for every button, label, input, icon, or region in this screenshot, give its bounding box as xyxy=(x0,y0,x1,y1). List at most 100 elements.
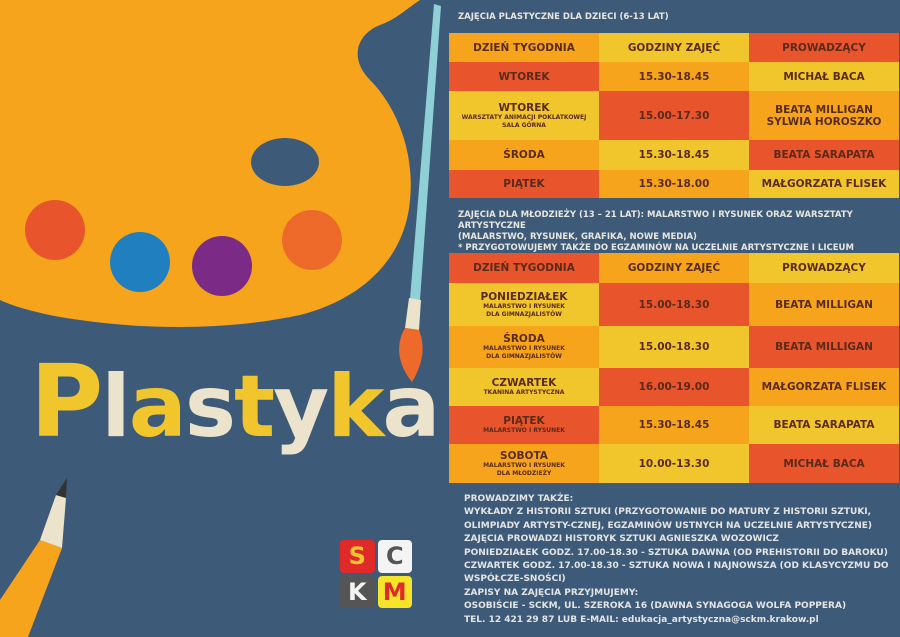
teacher-cell: BEATA MILLIGAN xyxy=(749,283,899,326)
day-note: MALARSTWO I RYSUNEK xyxy=(483,345,565,352)
day-cell: PIĄTEK xyxy=(449,170,599,198)
day-label: PIĄTEK xyxy=(503,415,545,427)
info-line: ZAPISY NA ZAJĘCIA PRZYJMUJEMY: xyxy=(464,587,639,598)
paint-blue xyxy=(110,232,170,292)
logo-letter: C xyxy=(377,540,412,573)
table-header: DZIEŃ TYGODNIA GODZINY ZAJĘĆ PROWADZĄCY xyxy=(449,33,899,62)
day-note: MALARSTWO I RYSUNEK xyxy=(483,461,565,469)
day-cell: SOBOTA MALARSTWO I RYSUNEK DLA MŁODZIEŻY xyxy=(449,444,599,483)
hours-cell: 15.30-18.00 xyxy=(599,170,749,198)
table-row: ŚRODA 15.30-18.45 BEATA SARAPATA xyxy=(449,140,899,170)
table-row: PIĄTEK 15.30-18.00 MAŁGORZATA FLISEK xyxy=(449,170,899,198)
hours-cell: 15.30-18.45 xyxy=(599,140,749,170)
day-cell: WTOREK WARSZTATY ANIMACJI POKLATKOWEJ SALA… xyxy=(449,91,599,140)
title-letter: P xyxy=(30,343,103,460)
heading-line: ZAJĘCIA DLA MŁODZIEŻY (13 – 21 LAT): MAL… xyxy=(458,210,853,231)
teacher-cell: BEATA SARAPATA xyxy=(749,406,899,444)
contact-line: TEL. 12 421 29 87 LUB E-MAIL: edukacja_a… xyxy=(464,614,819,625)
column-header: DZIEŃ TYGODNIA xyxy=(449,253,599,283)
day-note: TKANINA ARTYSTYCZNA xyxy=(483,389,565,396)
table-row: WTOREK 15.30-18.45 MICHAŁ BACA xyxy=(449,62,899,91)
table-row: PONIEDZIAŁEK MALARSTWO I RYSUNEK DLA GIMNA… xyxy=(449,283,899,326)
paint-red-orange xyxy=(25,200,85,260)
logo-letter: S xyxy=(340,540,375,573)
pencil-icon xyxy=(0,478,67,637)
logo-letter: K xyxy=(340,575,375,608)
column-header: DZIEŃ TYGODNIA xyxy=(449,33,599,62)
table-row: SOBOTA MALARSTWO I RYSUNEK DLA MŁODZIEŻY 1… xyxy=(449,444,899,483)
day-label: ŚRODA xyxy=(503,333,545,345)
day-label: PONIEDZIAŁEK xyxy=(480,290,568,303)
thumb-hole xyxy=(251,138,319,186)
teacher-cell: MICHAŁ BACA xyxy=(749,444,899,483)
title-letter: y xyxy=(273,357,329,457)
teacher-cell: BEATA MILLIGAN SYLWIA HOROSZKO xyxy=(749,91,899,140)
info-line: CZWARTEK GODZ. 17.00-18.30 - SZTUKA NOWA… xyxy=(464,561,889,572)
day-note: MALARSTWO I RYSUNEK xyxy=(483,427,565,434)
title-letter: t xyxy=(234,357,275,457)
hours-cell: 10.00-13.30 xyxy=(599,444,749,483)
title-letter: l xyxy=(101,357,131,457)
day-note: MALARSTWO I RYSUNEK xyxy=(483,302,565,310)
day-cell: ŚRODA xyxy=(449,140,599,170)
info-line: PONIEDZIAŁEK GODZ. 17.00-18.30 - SZTUKA … xyxy=(464,547,888,558)
kids-schedule-table: DZIEŃ TYGODNIA GODZINY ZAJĘĆ PROWADZĄCY … xyxy=(449,33,899,198)
column-header: PROWADZĄCY xyxy=(749,33,899,62)
teacher-cell: MAŁGORZATA FLISEK xyxy=(749,170,899,198)
table-header: DZIEŃ TYGODNIA GODZINY ZAJĘĆ PROWADZĄCY xyxy=(449,253,899,283)
hours-cell: 15.00-18.30 xyxy=(599,326,749,368)
day-label: CZWARTEK xyxy=(491,377,557,389)
day-note: DLA GIMNAZJALISTÓW xyxy=(486,353,562,360)
title-letter: a xyxy=(128,357,187,457)
table-row: WTOREK WARSZTATY ANIMACJI POKLATKOWEJ SALA… xyxy=(449,91,899,140)
info-line: OSOBIŚCIE - SCKM, UL. SZEROKA 16 (DAWNA … xyxy=(464,601,847,612)
day-cell: WTOREK xyxy=(449,62,599,91)
title-letter: k xyxy=(327,357,384,457)
teacher-cell: MAŁGORZATA FLISEK xyxy=(749,368,899,406)
day-cell: ŚRODA MALARSTWO I RYSUNEK DLA GIMNAZJALIST… xyxy=(449,326,599,368)
title-letter: s xyxy=(184,357,236,457)
column-header: GODZINY ZAJĘĆ xyxy=(599,253,749,283)
day-label: WTOREK xyxy=(498,101,550,114)
column-header: PROWADZĄCY xyxy=(749,253,899,283)
paint-purple xyxy=(192,236,252,296)
poster-title: Plastyka xyxy=(30,343,440,460)
paint-orange xyxy=(282,210,342,270)
title-letter: a xyxy=(382,357,440,457)
day-note: DLA GIMNAZJALISTÓW xyxy=(486,310,562,318)
hours-cell: 15.30-18.45 xyxy=(599,62,749,91)
table-row: ŚRODA MALARSTWO I RYSUNEK DLA GIMNAZJALIST… xyxy=(449,326,899,368)
day-label: SOBOTA xyxy=(500,449,548,462)
info-line: PROWADZIMY TAKŻE: xyxy=(464,494,574,504)
palette-illustration xyxy=(0,0,441,637)
day-cell: PONIEDZIAŁEK MALARSTWO I RYSUNEK DLA GIMNA… xyxy=(449,283,599,326)
info-line: WYKŁADY Z HISTORII SZTUKI (PRZYGOTOWANIE… xyxy=(464,507,872,518)
teacher-name: BEATA MILLIGAN xyxy=(775,103,873,116)
table-row: CZWARTEK TKANINA ARTYSTYCZNA 16.00-19.00 … xyxy=(449,368,899,406)
table-row: PIĄTEK MALARSTWO I RYSUNEK 15.30-18.45 BE… xyxy=(449,406,899,444)
info-line: ZAJĘCIA PROWADZI HISTORYK SZTUKI AGNIESZ… xyxy=(464,534,779,545)
day-cell: CZWARTEK TKANINA ARTYSTYCZNA xyxy=(449,368,599,406)
info-line: OLIMPIADY ARTYSTY-CZNEJ, EGZAMINÓW USTNY… xyxy=(464,520,872,531)
day-note: WARSZTATY ANIMACJI POKLATKOWEJ xyxy=(461,113,587,121)
day-cell: PIĄTEK MALARSTWO I RYSUNEK xyxy=(449,406,599,444)
brush-icon xyxy=(399,4,441,382)
teacher-cell: MICHAŁ BACA xyxy=(749,62,899,91)
heading-line: (MALARSTWO, RYSUNEK, GRAFIKA, NOWE MEDIA… xyxy=(458,232,697,242)
logo-letter: M xyxy=(377,575,412,608)
sckm-logo: S C K M xyxy=(340,540,412,608)
hours-cell: 15.00-17.30 xyxy=(599,91,749,140)
teacher-cell: BEATA SARAPATA xyxy=(749,140,899,170)
youth-schedule-table: DZIEŃ TYGODNIA GODZINY ZAJĘĆ PROWADZĄCY … xyxy=(449,253,899,483)
hours-cell: 15.00-18.30 xyxy=(599,283,749,326)
day-note: SALA GÓRNA xyxy=(502,121,546,129)
kids-heading: ZAJĘCIA PLASTYCZNE DLA DZIECI (6-13 LAT) xyxy=(458,12,669,22)
hours-cell: 15.30-18.45 xyxy=(599,406,749,444)
teacher-cell: BEATA MILLIGAN xyxy=(749,326,899,368)
day-note: DLA MŁODZIEŻY xyxy=(496,469,552,477)
additional-info: PROWADZIMY TAKŻE: WYKŁADY Z HISTORII SZT… xyxy=(464,493,889,627)
column-header: GODZINY ZAJĘĆ xyxy=(599,33,749,62)
teacher-name: SYLWIA HOROSZKO xyxy=(766,115,882,128)
info-line: WSPÓŁCZE-SNOŚCI) xyxy=(464,574,566,585)
hours-cell: 16.00-19.00 xyxy=(599,368,749,406)
